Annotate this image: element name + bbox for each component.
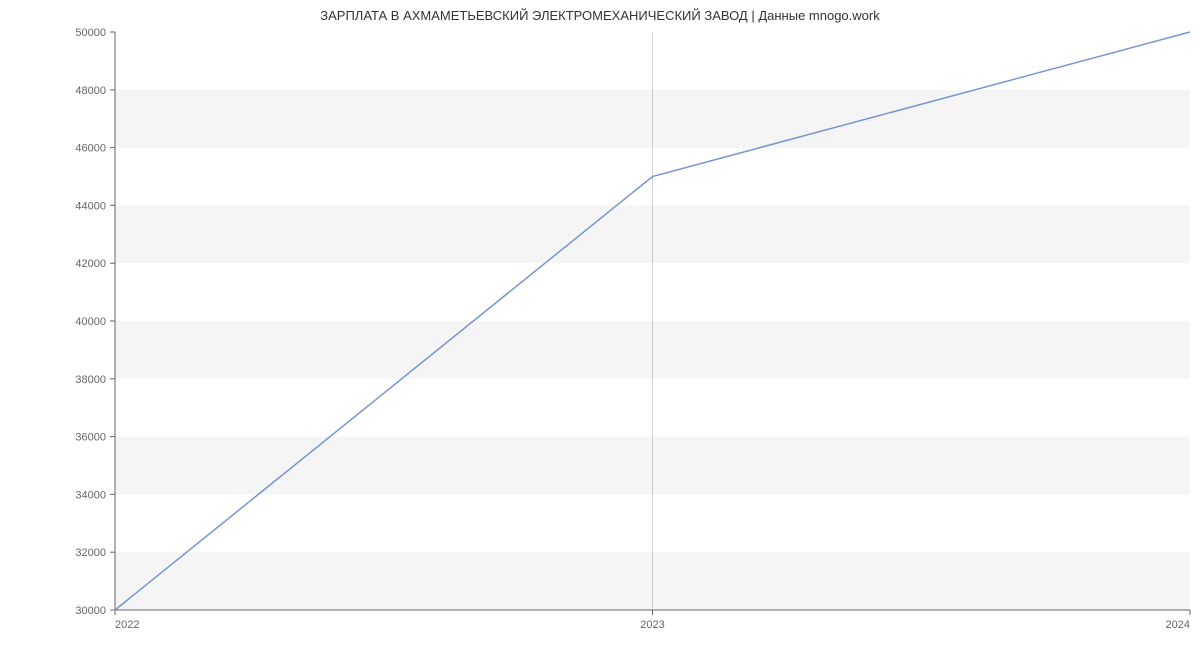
svg-text:30000: 30000 bbox=[75, 605, 106, 617]
svg-text:2024: 2024 bbox=[1166, 619, 1190, 631]
svg-text:48000: 48000 bbox=[75, 85, 106, 97]
salary-line-chart: ЗАРПЛАТА В АХМАМЕТЬЕВСКИЙ ЭЛЕКТРОМЕХАНИЧ… bbox=[0, 0, 1200, 650]
svg-text:42000: 42000 bbox=[75, 258, 106, 270]
svg-text:46000: 46000 bbox=[75, 143, 106, 155]
chart-svg: 30000 32000 34000 36000 38000 40000 42000 44000… bbox=[0, 0, 1200, 650]
svg-text:36000: 36000 bbox=[75, 432, 106, 444]
svg-text:2022: 2022 bbox=[115, 619, 139, 631]
svg-text:32000: 32000 bbox=[75, 547, 106, 559]
svg-text:40000: 40000 bbox=[75, 316, 106, 328]
svg-text:2023: 2023 bbox=[640, 619, 664, 631]
svg-text:34000: 34000 bbox=[75, 489, 106, 501]
svg-text:50000: 50000 bbox=[75, 27, 106, 39]
svg-text:38000: 38000 bbox=[75, 374, 106, 386]
svg-text:44000: 44000 bbox=[75, 200, 106, 212]
